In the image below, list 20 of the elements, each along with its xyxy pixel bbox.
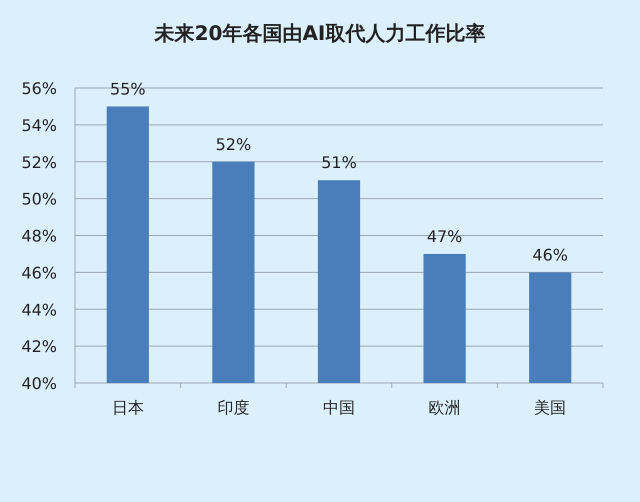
x-tick-label: 欧洲 bbox=[428, 398, 461, 417]
data-label: 47% bbox=[426, 226, 462, 246]
x-tick-label: 日本 bbox=[112, 398, 144, 417]
y-tick-label: 46% bbox=[21, 263, 57, 282]
x-tick-label: 中国 bbox=[323, 398, 355, 417]
y-tick-label: 56% bbox=[21, 79, 57, 98]
y-tick-label: 42% bbox=[21, 337, 57, 356]
y-tick-label: 52% bbox=[21, 152, 57, 172]
chart-title: 未来20年各国由AI取代人力工作比率 bbox=[154, 21, 486, 45]
x-tick-label: 美国 bbox=[534, 398, 566, 417]
x-tick-label: 印度 bbox=[217, 398, 250, 417]
data-label: 46% bbox=[532, 245, 568, 264]
y-tick-label: 44% bbox=[21, 300, 57, 320]
data-label: 55% bbox=[110, 79, 146, 98]
data-label: 51% bbox=[321, 153, 357, 172]
y-tick-label: 48% bbox=[21, 226, 57, 246]
y-tick-label: 50% bbox=[21, 190, 57, 209]
y-tick-label: 54% bbox=[21, 116, 57, 135]
y-tick-label: 40% bbox=[21, 374, 57, 393]
data-label: 52% bbox=[216, 134, 252, 154]
